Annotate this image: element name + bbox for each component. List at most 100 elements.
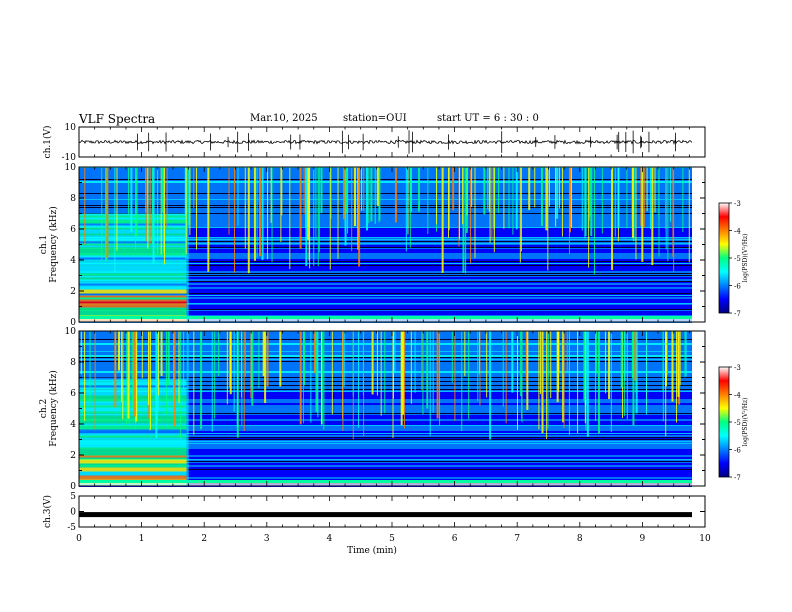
- waveform-trace-ch1: [78, 139, 693, 145]
- noise-row: [79, 443, 187, 446]
- sferic: [133, 331, 136, 417]
- sferic: [448, 167, 450, 239]
- sferic: [207, 167, 210, 272]
- y-tick-label: 4: [70, 256, 76, 266]
- sferic: [126, 331, 128, 426]
- sferic: [540, 167, 543, 226]
- band-line: [79, 359, 692, 360]
- sferic: [671, 331, 674, 402]
- band-line: [79, 243, 692, 244]
- sferic: [614, 167, 616, 237]
- band: [79, 335, 692, 337]
- sferic: [634, 331, 637, 381]
- sferic: [158, 331, 160, 396]
- noise-row: [79, 249, 187, 252]
- band: [79, 341, 692, 343]
- sferic: [380, 331, 382, 416]
- sferic: [584, 167, 587, 237]
- sferic: [667, 167, 669, 262]
- noise-row: [79, 293, 187, 296]
- sferic: [157, 331, 159, 423]
- sferic: [281, 167, 283, 216]
- sferic: [261, 167, 264, 260]
- sferic: [370, 167, 373, 222]
- sferic: [471, 167, 473, 207]
- sferic: [410, 331, 412, 404]
- band-line: [79, 339, 692, 340]
- band: [79, 379, 692, 381]
- band: [79, 169, 692, 171]
- noise-row: [79, 421, 187, 424]
- band: [79, 259, 692, 261]
- sferic: [80, 331, 82, 375]
- sferic: [589, 167, 591, 218]
- band: [79, 313, 692, 315]
- sferic: [432, 331, 434, 413]
- noise-row: [79, 297, 187, 300]
- sferic: [452, 167, 455, 211]
- band-line: [79, 391, 692, 392]
- spectrogram-early-noise: [79, 213, 187, 322]
- noise-row: [79, 437, 187, 440]
- y-tick-label: 8: [70, 194, 76, 204]
- sferic: [84, 331, 86, 421]
- sferic: [343, 167, 346, 220]
- sferic: [250, 331, 252, 399]
- sferic: [188, 167, 190, 226]
- colorbar-tick-label: -6: [734, 447, 741, 455]
- colorbar-label: log(PSD)(V²/Hz): [742, 234, 749, 283]
- band: [79, 253, 692, 255]
- sferic: [558, 167, 560, 209]
- sferic: [149, 331, 151, 431]
- sferic: [105, 167, 108, 261]
- noise-row: [79, 447, 187, 450]
- band: [79, 223, 692, 225]
- low-band: [79, 319, 692, 322]
- sferic: [307, 167, 310, 240]
- noise-row: [79, 465, 187, 468]
- noise-row: [79, 221, 187, 224]
- y-tick-label: 2: [70, 451, 76, 461]
- sferic: [641, 167, 644, 262]
- noise-row: [79, 441, 187, 444]
- sferic: [262, 331, 265, 377]
- noise-row: [79, 459, 187, 462]
- band: [79, 171, 692, 173]
- sferic: [352, 331, 354, 397]
- sferic: [305, 167, 308, 266]
- band-line: [79, 261, 692, 262]
- sferic: [376, 167, 379, 206]
- sferic: [635, 167, 637, 260]
- band: [79, 355, 692, 357]
- band-line: [79, 381, 692, 382]
- sferic: [534, 167, 536, 208]
- sferic: [114, 167, 116, 272]
- y-tick-label: 0: [70, 508, 76, 518]
- band: [79, 277, 692, 279]
- band: [79, 373, 692, 375]
- sferic: [84, 167, 86, 245]
- band-line: [79, 213, 692, 214]
- band: [79, 429, 692, 431]
- sferic: [617, 167, 620, 229]
- band: [79, 401, 692, 403]
- band: [79, 209, 692, 211]
- sferic: [593, 167, 595, 275]
- sferic: [129, 331, 131, 393]
- band: [79, 395, 692, 397]
- sferic: [193, 331, 195, 435]
- waveform-trace-ch3: [79, 512, 692, 518]
- sferic: [162, 167, 164, 253]
- band: [79, 197, 692, 199]
- sferic: [673, 167, 675, 272]
- noise-row: [79, 417, 187, 420]
- noise-row: [79, 265, 187, 268]
- transition-line: [186, 167, 189, 322]
- colorbar-tick-label: -5: [734, 255, 741, 263]
- sferic: [318, 167, 320, 253]
- noise-row: [79, 419, 187, 422]
- sferic: [384, 331, 386, 414]
- noise-row: [79, 309, 187, 312]
- sferic: [236, 331, 238, 428]
